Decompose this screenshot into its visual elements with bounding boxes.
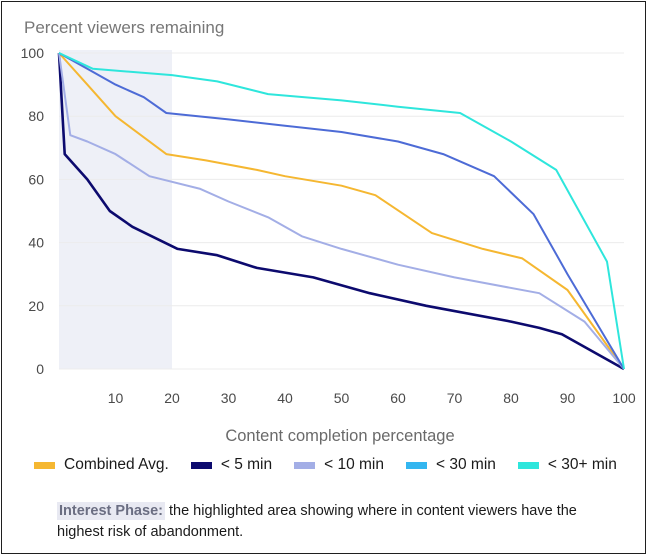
legend-swatch	[294, 461, 316, 469]
series-line--5-min	[57, 52, 625, 371]
x-axis-ticks: 10 20 30 40 50 60 70 80 90 100	[108, 390, 636, 406]
x-tick-label: 100	[612, 390, 636, 406]
legend-label: Combined Avg.	[64, 456, 169, 473]
legend-label: < 30+ min	[547, 456, 617, 473]
legend-label: < 5 min	[220, 456, 273, 473]
grid-lines	[59, 52, 624, 370]
series-line--10-min	[58, 52, 625, 370]
legend-label: < 30 min	[436, 456, 496, 473]
series-lines	[57, 52, 625, 371]
y-axis-ticks: 0 20 40 60 80 100	[21, 45, 45, 377]
y-tick-label: 80	[28, 108, 44, 124]
x-tick-label: 70	[447, 390, 463, 406]
y-tick-label: 0	[36, 361, 44, 377]
y-tick-label: 60	[28, 171, 44, 187]
y-tick-label: 20	[28, 298, 44, 314]
legend-swatch	[34, 461, 55, 469]
y-tick-label: 100	[21, 45, 45, 61]
legend-item: < 10 min	[294, 456, 384, 474]
x-tick-label: 20	[164, 390, 180, 406]
x-tick-label: 90	[560, 390, 576, 406]
legend-item: < 30 min	[406, 456, 496, 474]
legend-swatch	[517, 461, 539, 469]
x-tick-label: 30	[221, 390, 237, 406]
y-axis-label: Percent viewers remaining	[24, 18, 224, 37]
x-tick-label: 50	[334, 390, 350, 406]
note-label: Interest Phase:	[57, 502, 165, 520]
x-tick-label: 40	[277, 390, 293, 406]
x-tick-label: 60	[390, 390, 406, 406]
interest-phase-note: Interest Phase: the highlighted area sho…	[57, 501, 577, 543]
legend-swatch	[406, 461, 427, 469]
series-line--30-min	[58, 52, 625, 370]
legend-label: < 10 min	[324, 456, 384, 473]
chart-legend: Combined Avg. < 5 min < 10 min < 30 min < 30…	[34, 456, 639, 474]
legend-swatch	[190, 461, 212, 469]
x-axis-label: Content completion percentage	[225, 427, 454, 445]
legend-item: < 5 min	[190, 456, 273, 474]
series-line--30-min	[58, 52, 625, 370]
legend-item: < 30+ min	[517, 456, 617, 474]
y-tick-label: 40	[28, 235, 44, 251]
x-tick-label: 10	[108, 390, 124, 406]
x-tick-label: 80	[503, 390, 519, 406]
legend-item: Combined Avg.	[34, 456, 169, 474]
series-line-combined-avg-	[58, 52, 625, 370]
interest-phase-highlight	[59, 50, 172, 369]
note-text: the highlighted area showing where in co…	[57, 503, 577, 540]
